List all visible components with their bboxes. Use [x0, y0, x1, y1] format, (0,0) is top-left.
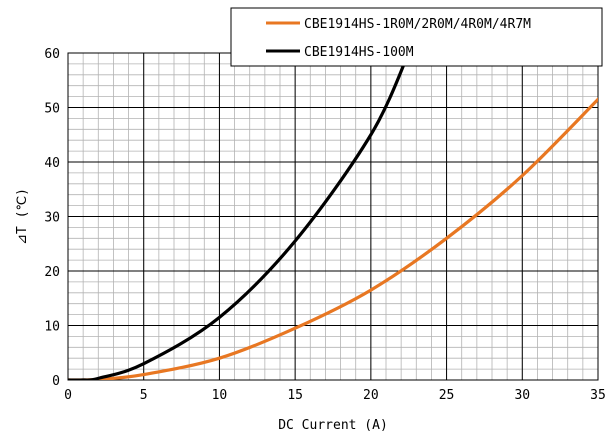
x-tick-label: 15 — [287, 388, 303, 403]
x-tick-label: 35 — [590, 388, 606, 403]
y-axis-label: ⊿T (℃) — [15, 188, 30, 245]
x-tick-label: 30 — [514, 388, 530, 403]
y-tick-label: 50 — [44, 102, 60, 117]
y-tick-label: 10 — [44, 320, 60, 335]
major-gridlines — [67, 52, 599, 381]
legend-box — [230, 7, 603, 67]
legend: CBE1914HS-1R0M/2R0M/4R0M/4R7M CBE1914HS-… — [230, 7, 603, 67]
series-line-1 — [68, 97, 598, 380]
series-layer — [68, 53, 598, 380]
y-tick-label: 0 — [52, 374, 60, 389]
x-axis-label: DC Current (A) — [278, 418, 388, 433]
x-tick-label: 0 — [64, 388, 72, 403]
x-tick-label: 5 — [140, 388, 148, 403]
x-axis-ticks: 0 5 10 15 20 25 30 35 — [64, 388, 606, 403]
y-axis-ticks: 0 10 20 30 40 50 60 — [44, 47, 60, 389]
y-tick-label: 30 — [44, 211, 60, 226]
series-line-2 — [68, 53, 411, 380]
legend-entry-series-1: CBE1914HS-1R0M/2R0M/4R0M/4R7M — [304, 17, 531, 32]
legend-entry-series-2: CBE1914HS-100M — [304, 45, 414, 60]
x-tick-label: 25 — [439, 388, 455, 403]
y-tick-label: 40 — [44, 156, 60, 171]
x-tick-label: 10 — [212, 388, 228, 403]
y-tick-label: 20 — [44, 265, 60, 280]
x-tick-label: 20 — [363, 388, 379, 403]
y-tick-label: 60 — [44, 47, 60, 62]
